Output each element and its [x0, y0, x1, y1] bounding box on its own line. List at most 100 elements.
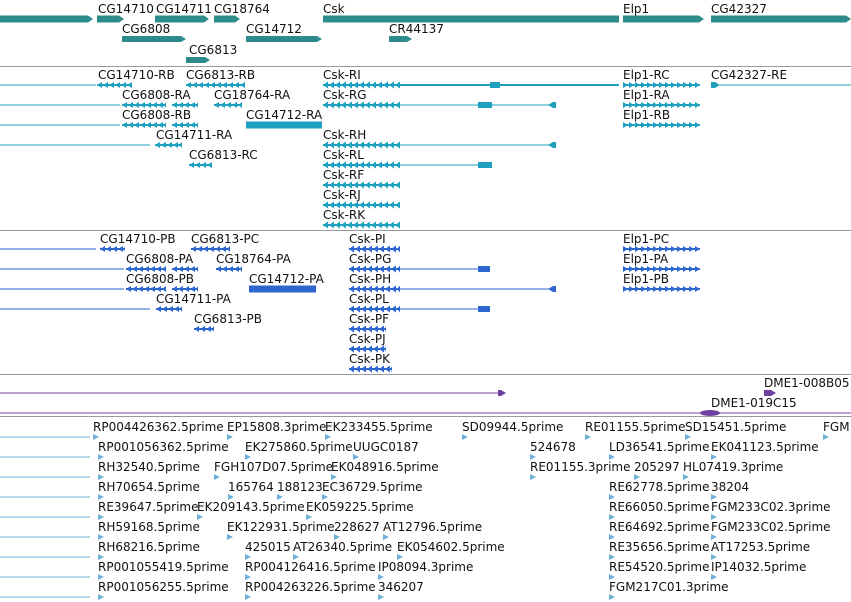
est-arrow[interactable]	[530, 474, 536, 480]
exon-chevron[interactable]	[353, 221, 358, 229]
transcripts_cds-label[interactable]: Elp1-RC	[623, 68, 670, 82]
genes-label[interactable]: CG18764	[214, 2, 270, 16]
exon-chevron[interactable]	[635, 266, 640, 272]
exon-chevron[interactable]	[377, 181, 382, 189]
exon-chevron[interactable]	[353, 161, 358, 169]
exon-chevron[interactable]	[677, 266, 682, 272]
exon-chevron[interactable]	[367, 365, 372, 373]
feature-arrow[interactable]	[97, 15, 124, 23]
est-arrow[interactable]	[609, 554, 615, 560]
exon-chevron[interactable]	[671, 102, 676, 108]
transcripts_protein-label[interactable]: Elp1-PB	[623, 272, 669, 286]
exon-chevron[interactable]	[172, 122, 177, 128]
est-arrow[interactable]	[245, 454, 251, 460]
exon-chevron[interactable]	[172, 286, 177, 292]
ests-label[interactable]: EK122931.5prime	[227, 520, 335, 534]
transcripts_protein-label[interactable]: CG14712-PA	[249, 272, 324, 286]
exon-chevron[interactable]	[162, 286, 166, 292]
exon-chevron[interactable]	[341, 141, 346, 149]
exon-chevron[interactable]	[361, 245, 366, 253]
exon-chevron[interactable]	[152, 122, 157, 128]
est-arrow[interactable]	[98, 494, 104, 500]
exon-chevron[interactable]	[355, 265, 360, 273]
est-arrow[interactable]	[711, 574, 717, 580]
exon-chevron[interactable]	[359, 141, 364, 149]
transcripts_protein-label[interactable]: Csk-PH	[349, 272, 392, 286]
est-arrow[interactable]	[98, 554, 104, 560]
ests-label[interactable]: RE54520.5prime	[609, 560, 710, 574]
est-arrow[interactable]	[227, 434, 233, 440]
exon-chevron[interactable]	[361, 325, 366, 333]
genes-label[interactable]: CG14711	[156, 2, 212, 16]
exon-chevron[interactable]	[665, 266, 670, 272]
exon-chevron[interactable]	[191, 246, 196, 252]
exon-chevron[interactable]	[172, 266, 177, 272]
est-arrow[interactable]	[293, 554, 299, 560]
exon-chevron[interactable]	[194, 326, 199, 332]
exon-chevron[interactable]	[323, 101, 328, 109]
est-arrow[interactable]	[378, 574, 384, 580]
exon-chevron[interactable]	[190, 122, 195, 128]
exon-chevron[interactable]	[629, 122, 634, 128]
exon-chevron[interactable]	[689, 286, 694, 292]
exon-chevron[interactable]	[671, 246, 676, 252]
feature-arrow[interactable]	[122, 36, 186, 42]
exon-chevron[interactable]	[385, 365, 390, 373]
exon-block[interactable]	[249, 285, 316, 293]
est-arrow[interactable]	[711, 454, 717, 460]
exon-chevron[interactable]	[391, 365, 392, 373]
exon-chevron[interactable]	[683, 102, 688, 108]
exon-chevron[interactable]	[222, 266, 227, 272]
exon-chevron[interactable]	[238, 102, 242, 108]
est-arrow[interactable]	[334, 534, 340, 540]
exon-chevron[interactable]	[335, 201, 340, 209]
exon-chevron[interactable]	[395, 161, 400, 169]
exon-chevron[interactable]	[653, 82, 658, 88]
exon-chevron[interactable]	[373, 345, 378, 353]
ests-label[interactable]: FGH107D07.5prime	[214, 460, 334, 474]
transcripts_cds-label[interactable]: Csk-RI	[323, 68, 361, 82]
exon-chevron[interactable]	[695, 246, 700, 252]
transcripts_protein-label[interactable]: Csk-PJ	[349, 332, 386, 346]
exon-chevron[interactable]	[689, 102, 694, 108]
exon-chevron[interactable]	[140, 122, 145, 128]
exon-chevron[interactable]	[653, 102, 658, 108]
exon-chevron[interactable]	[367, 245, 372, 253]
ests-label[interactable]: RP004263226.5prime	[245, 580, 376, 594]
ests-label[interactable]: EK275860.5prime	[245, 440, 353, 454]
exon-chevron[interactable]	[377, 221, 382, 229]
exon-chevron[interactable]	[329, 81, 334, 89]
exon-chevron[interactable]	[156, 306, 161, 312]
exon-chevron[interactable]	[359, 221, 364, 229]
est-arrow[interactable]	[98, 514, 104, 520]
exon-chevron[interactable]	[161, 142, 166, 148]
exon-chevron[interactable]	[371, 221, 376, 229]
exon-chevron[interactable]	[383, 161, 388, 169]
exon-chevron[interactable]	[140, 102, 145, 108]
est-arrow[interactable]	[530, 454, 536, 460]
exon-chevron[interactable]	[152, 102, 157, 108]
exon-chevron[interactable]	[228, 266, 233, 272]
exon-chevron[interactable]	[361, 285, 366, 293]
exon-chevron[interactable]	[134, 122, 139, 128]
transcripts_protein-label[interactable]: CG18764-PA	[216, 252, 291, 266]
exon-chevron[interactable]	[349, 265, 354, 273]
exon-chevron[interactable]	[371, 161, 376, 169]
feature-arrow[interactable]	[0, 15, 93, 23]
exon-chevron[interactable]	[383, 81, 388, 89]
exon-chevron[interactable]	[323, 221, 328, 229]
feature-arrow[interactable]	[764, 390, 776, 396]
transcripts_cds-label[interactable]: CG6813-RB	[186, 68, 256, 82]
exon-block[interactable]	[246, 121, 322, 129]
exon-chevron[interactable]	[216, 82, 221, 88]
exon-chevron[interactable]	[389, 101, 394, 109]
exon-chevron[interactable]	[127, 82, 132, 88]
exon-chevron[interactable]	[184, 122, 189, 128]
exon-chevron[interactable]	[180, 306, 182, 312]
exon-chevron[interactable]	[329, 201, 334, 209]
exon-chevron[interactable]	[226, 102, 231, 108]
clone-block[interactable]	[700, 410, 720, 416]
exon-chevron[interactable]	[146, 122, 151, 128]
exon-chevron[interactable]	[221, 246, 226, 252]
